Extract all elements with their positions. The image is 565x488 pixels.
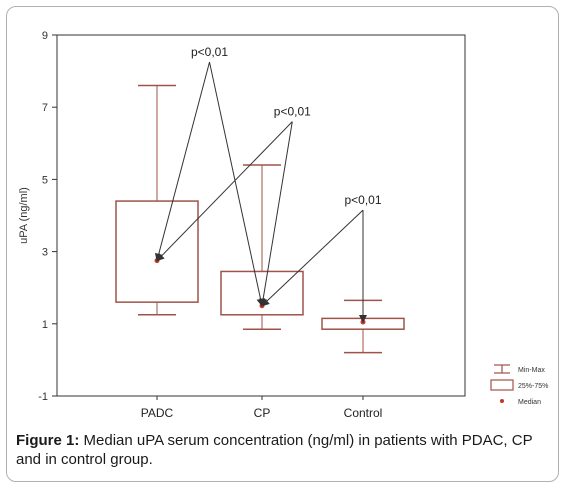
- caption-text: Median uPA serum concentration (ng/ml) i…: [16, 432, 533, 468]
- figure-frame: [6, 6, 559, 482]
- y-axis-label: uPA (ng/ml): [18, 187, 30, 244]
- significance-arrow: [259, 121, 293, 307]
- significance-label: p<0,01: [344, 193, 381, 207]
- y-tick-label: 9: [42, 30, 48, 42]
- box-iqr: [115, 200, 199, 303]
- y-tick-label: 5: [42, 174, 48, 186]
- x-tick-label: Control: [344, 406, 383, 420]
- significance-arrow: [209, 61, 265, 307]
- boxplot-chart: -1 1 3 5 7 9 uPA (ng/ml) PADC CP Control p<0,01 p<0…: [18, 30, 548, 420]
- significance-arrow: [156, 121, 293, 262]
- caption-label: Figure 1:: [16, 432, 80, 449]
- significance-arrow: [261, 209, 364, 307]
- legend-label-minmax: Min-Max: [518, 367, 545, 374]
- legend-label-median: Median: [518, 399, 541, 406]
- y-tick-label: -1: [38, 391, 48, 403]
- plot-area-border: [56, 34, 466, 397]
- y-tick-label: 3: [42, 247, 48, 259]
- x-tick-label: PADC: [141, 406, 174, 420]
- x-tick-label: CP: [254, 406, 271, 420]
- figure-caption: Figure 1: Median uPA serum concentration…: [16, 431, 546, 469]
- legend-label-iqr: 25%-75%: [518, 383, 548, 390]
- legend-box-swatch: [490, 379, 514, 391]
- significance-label: p<0,01: [274, 105, 311, 119]
- box-iqr: [220, 270, 304, 316]
- y-tick-label: 1: [42, 319, 48, 331]
- significance-arrow: [154, 61, 210, 262]
- legend-median-swatch: [500, 399, 504, 403]
- y-tick-label: 7: [42, 102, 48, 114]
- significance-label: p<0,01: [191, 45, 228, 59]
